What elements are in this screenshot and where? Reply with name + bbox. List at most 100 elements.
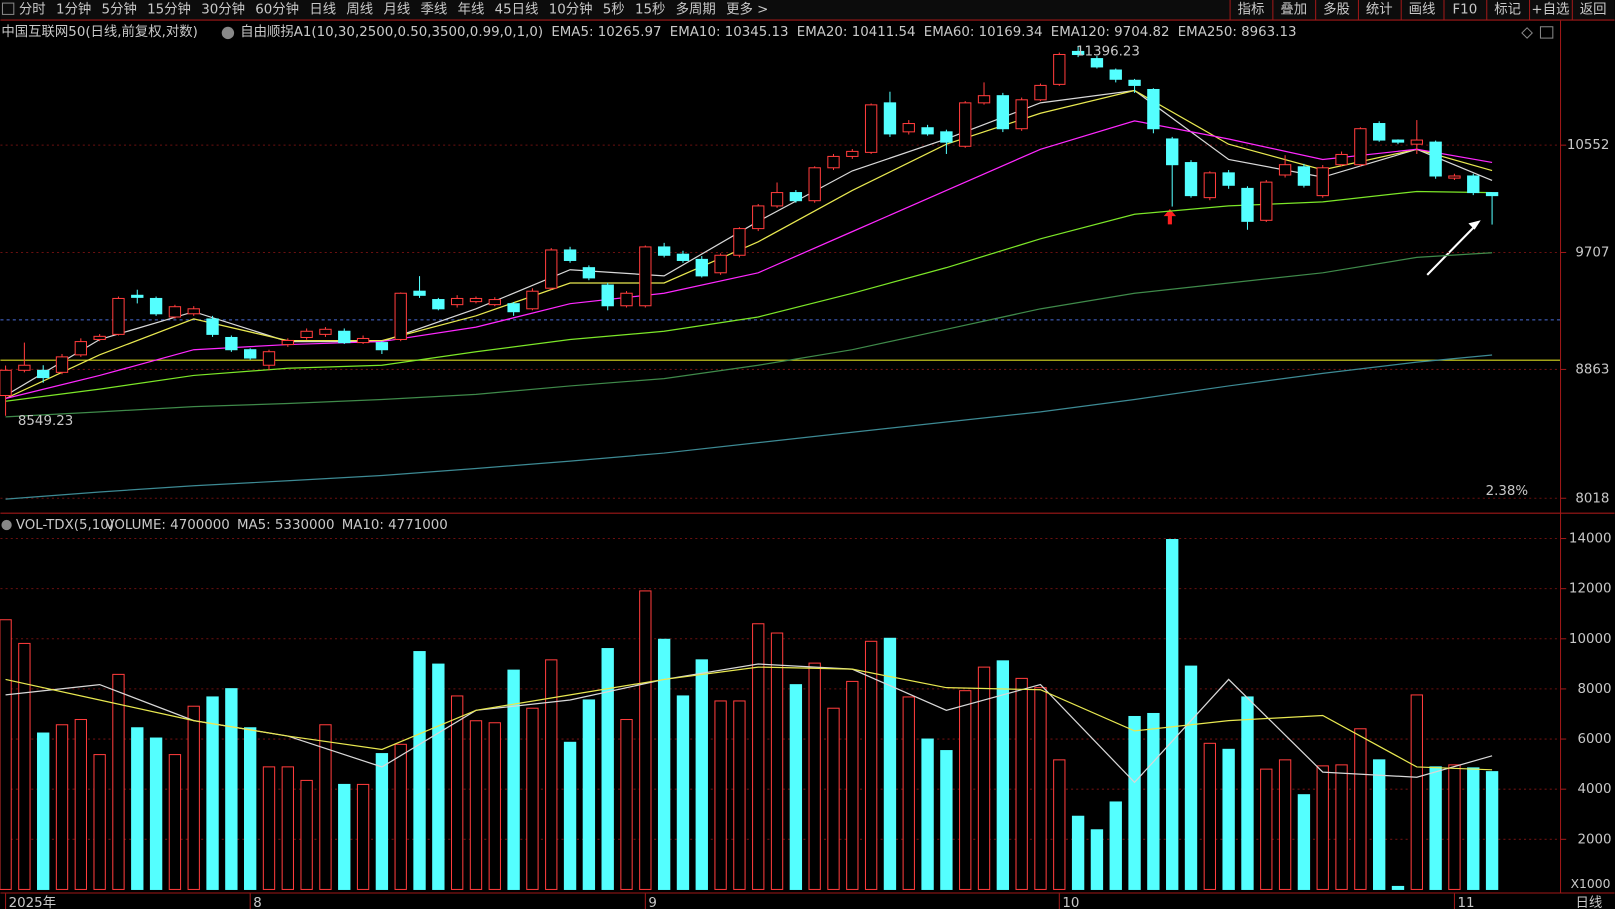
- tool-button[interactable]: 标记: [1494, 1, 1521, 17]
- change-label: 2.38%: [1486, 484, 1529, 499]
- period-tab[interactable]: 多周期: [676, 0, 716, 17]
- volume-bar: [752, 623, 765, 890]
- volume-bar: [55, 724, 69, 890]
- period-tab[interactable]: 年线: [458, 1, 485, 17]
- tool-button[interactable]: 叠加: [1280, 1, 1307, 17]
- volume-bar: [1034, 687, 1047, 890]
- tool-button[interactable]: 画线: [1409, 1, 1436, 17]
- volume-bar: [582, 699, 596, 890]
- volume-bar: [413, 651, 426, 890]
- indicator-icon[interactable]: [221, 26, 235, 40]
- candle-body: [657, 246, 671, 256]
- tool-button[interactable]: 指标: [1238, 1, 1265, 17]
- candle-body: [563, 249, 577, 261]
- ema-legend: EMA5: 10265.97: [551, 25, 661, 40]
- period-tab[interactable]: 5分钟: [102, 0, 137, 17]
- x-tick-label: 2025年: [9, 895, 56, 909]
- tool-button[interactable]: 返回: [1580, 1, 1607, 17]
- candle-body: [131, 294, 144, 298]
- period-tab[interactable]: 30分钟: [201, 0, 245, 17]
- y-tick-label: 8018: [1575, 491, 1609, 506]
- volume-bar: [545, 659, 558, 890]
- y-tick-label: 4000: [1577, 782, 1611, 797]
- volume-bar: [808, 662, 821, 890]
- candle-body: [959, 102, 972, 147]
- volume-bar: [1467, 767, 1480, 890]
- volume-bar: [262, 766, 276, 890]
- period-tab[interactable]: 月线: [383, 1, 410, 17]
- ema-legend: EMA10: 10345.13: [670, 25, 789, 40]
- candle-body: [1034, 84, 1047, 101]
- tool-button[interactable]: +自选: [1531, 1, 1569, 17]
- period-tab[interactable]: 更多 >: [726, 0, 768, 17]
- volume-bar: [1354, 728, 1367, 890]
- volume-bar: [206, 696, 219, 890]
- candle-body: [770, 192, 784, 207]
- volume-bar: [469, 720, 483, 890]
- volume-bar: [18, 642, 31, 890]
- icon-window[interactable]: [1539, 26, 1554, 39]
- candle-body: [1316, 167, 1329, 197]
- period-tab[interactable]: 周线: [346, 1, 373, 17]
- candle-body: [714, 254, 727, 274]
- volume-bar: [149, 737, 163, 890]
- candle-body: [300, 330, 313, 338]
- period-tab[interactable]: 60分钟: [255, 0, 299, 17]
- candle-body: [37, 369, 50, 379]
- x-tick-label: 11: [1458, 896, 1475, 909]
- volume-bar: [1410, 694, 1423, 890]
- period-tab[interactable]: 1分钟: [56, 0, 91, 17]
- x-tick-label: 9: [648, 896, 657, 909]
- candle-body: [864, 104, 878, 153]
- volume-bar: [488, 722, 501, 890]
- period-tab[interactable]: 45日线: [495, 1, 539, 17]
- candle-body: [469, 297, 483, 303]
- period-tab[interactable]: 15秒: [635, 1, 665, 17]
- candle-body: [262, 351, 276, 366]
- ma-line: [5, 354, 1493, 500]
- volume-bar: [563, 741, 577, 890]
- candle-body: [1335, 153, 1348, 166]
- candle-body: [413, 290, 426, 296]
- volume-bar: [356, 783, 370, 890]
- indicator-name: 自由顺拐A1(10,30,2500,0.50,3500,0.99,0,1,0): [240, 24, 543, 40]
- candle-body: [940, 131, 953, 143]
- volume-bar: [1448, 764, 1461, 890]
- tool-button[interactable]: F10: [1452, 2, 1477, 17]
- candle-body: [1391, 139, 1405, 143]
- volume-bar: [1203, 742, 1217, 890]
- icon-diamond[interactable]: [1521, 27, 1533, 39]
- candle-body: [808, 167, 821, 202]
- volume-bar: [1373, 759, 1386, 890]
- volume-bar: [168, 754, 182, 890]
- period-tab[interactable]: 10分钟: [549, 0, 593, 17]
- volume-bar: [864, 640, 878, 890]
- vol-icon[interactable]: [1, 519, 12, 531]
- volume-bar: [244, 727, 257, 890]
- candle-body: [733, 228, 746, 256]
- volume-bar: [1015, 677, 1028, 890]
- tool-button[interactable]: 多股: [1323, 0, 1350, 17]
- white-arrow-head: [1468, 220, 1481, 230]
- chart-title: 中国互联网50(日线,前复权,对数): [1, 23, 197, 40]
- y-tick-label: 6000: [1577, 732, 1611, 747]
- period-tab[interactable]: 分时: [19, 1, 46, 17]
- toolbar-bg: [0, 0, 1615, 20]
- period-tab[interactable]: 日线: [309, 1, 336, 17]
- candle-body: [545, 249, 558, 289]
- tool-button[interactable]: 统计: [1366, 1, 1393, 17]
- volume-bar: [733, 700, 746, 890]
- candle-body: [1222, 172, 1235, 186]
- period-tab[interactable]: 5秒: [603, 1, 625, 17]
- candle-body: [1203, 172, 1217, 199]
- x-tick-label: 10: [1062, 896, 1079, 909]
- volume-bar: [1109, 801, 1122, 890]
- period-label: 日线: [1575, 895, 1602, 909]
- candle-body: [1241, 187, 1254, 222]
- period-tab[interactable]: 季线: [421, 1, 448, 17]
- volume-bar: [450, 695, 464, 890]
- period-tab[interactable]: 15分钟: [147, 0, 191, 17]
- volume-bar: [394, 743, 407, 890]
- menu-icon[interactable]: [1, 2, 15, 15]
